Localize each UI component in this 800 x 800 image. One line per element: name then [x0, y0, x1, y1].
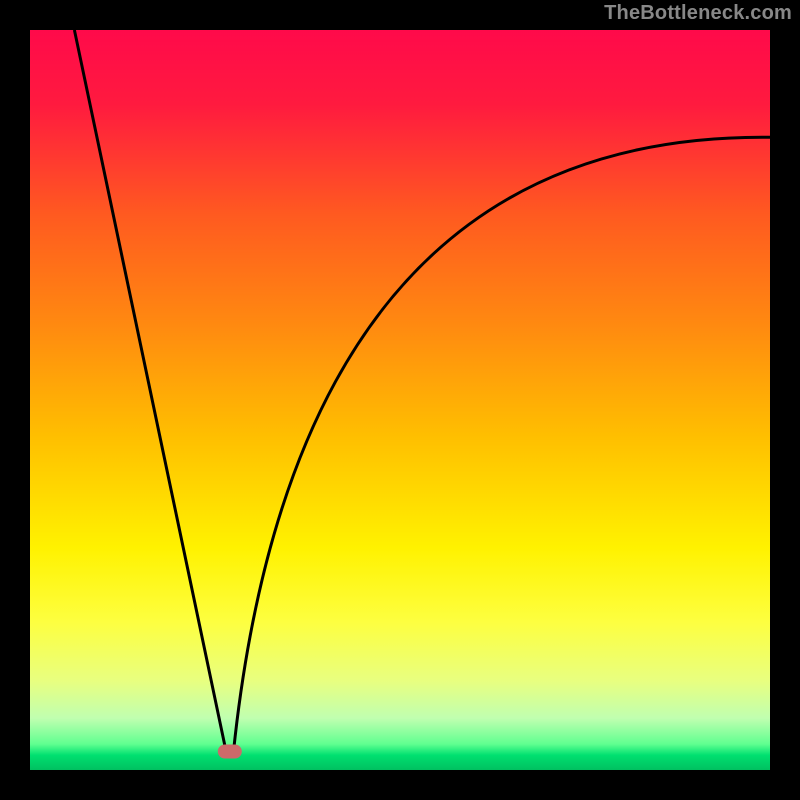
watermark-label: TheBottleneck.com [604, 2, 792, 25]
plot-background [30, 30, 770, 770]
minimum-marker [218, 745, 242, 759]
chart-container: TheBottleneck.com [0, 0, 800, 800]
bottleneck-chart [0, 0, 800, 800]
